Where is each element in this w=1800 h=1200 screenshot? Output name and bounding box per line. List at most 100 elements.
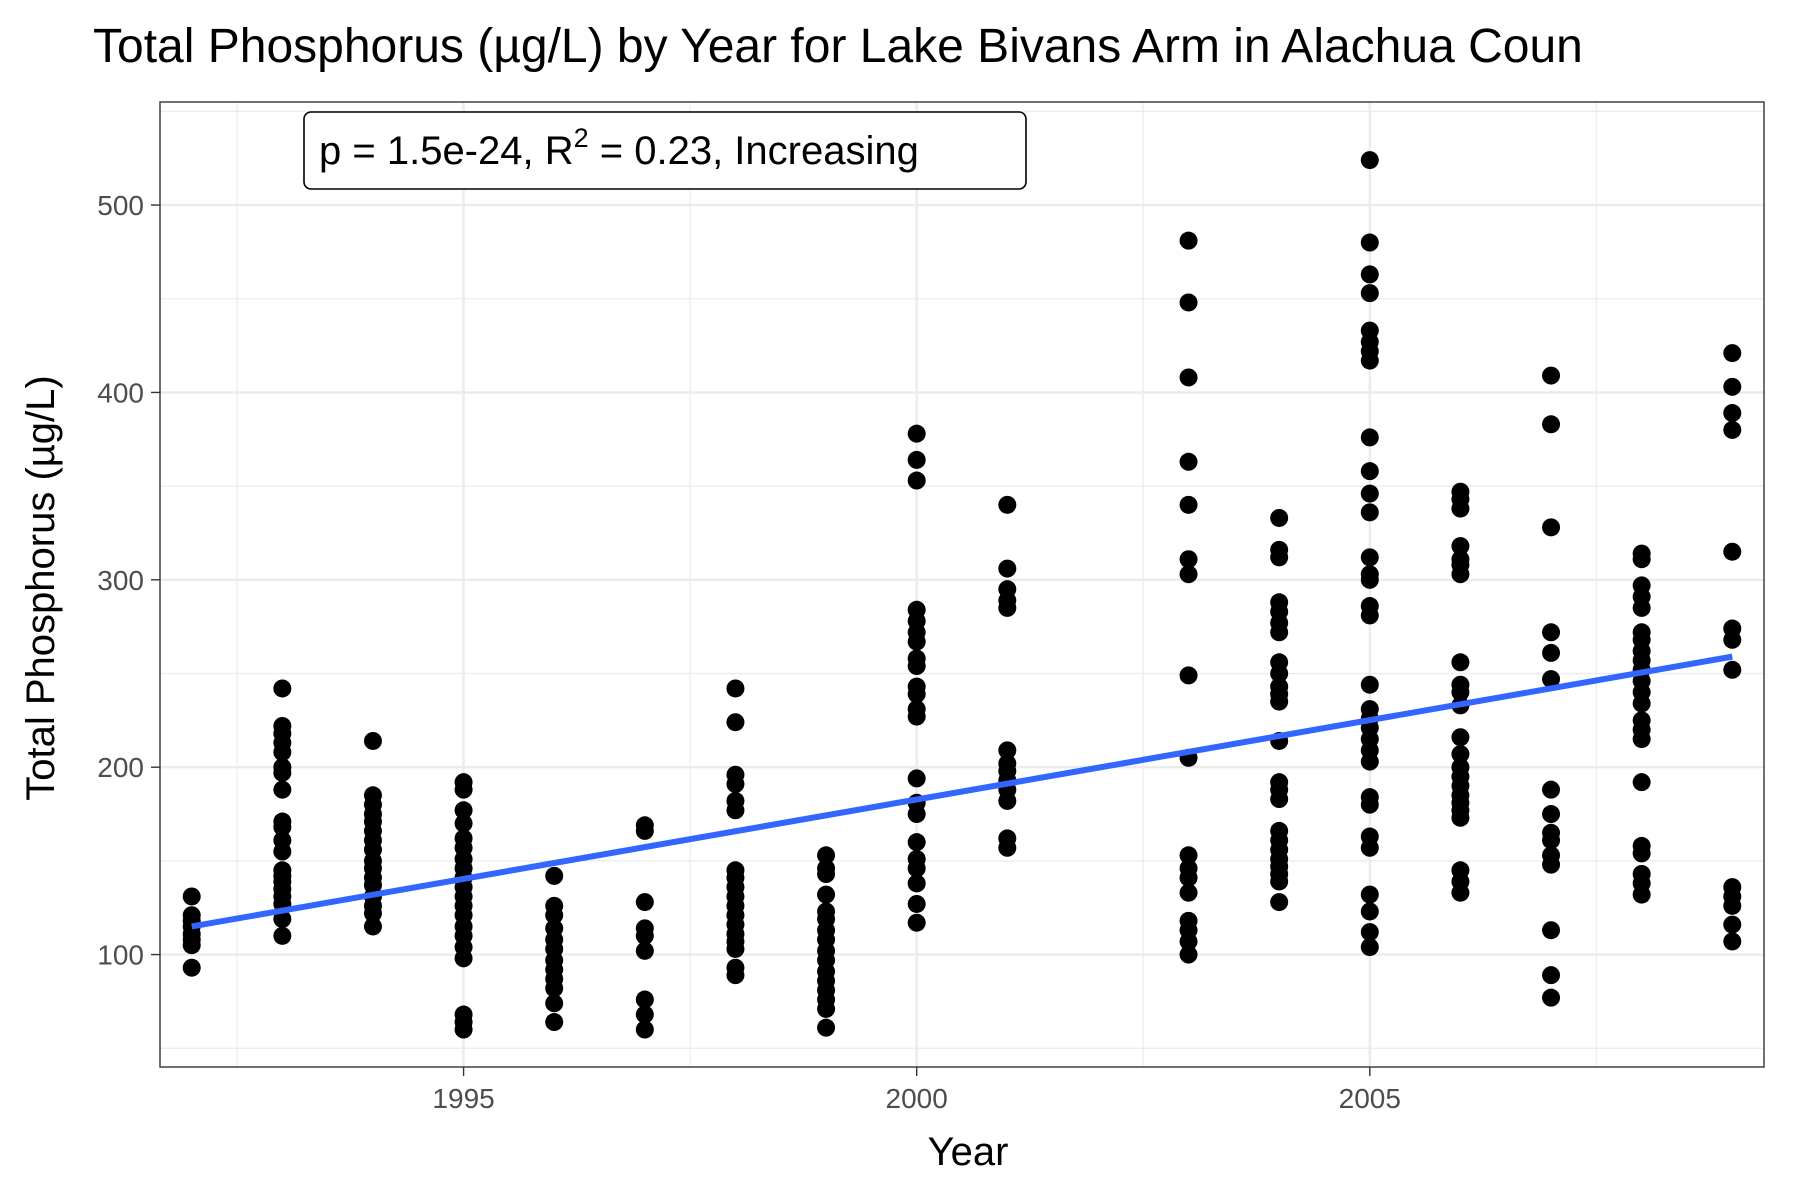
x-tick-label: 2000 (886, 1083, 948, 1114)
data-point (907, 657, 926, 676)
data-point (1360, 351, 1379, 370)
y-tick-label: 300 (97, 565, 144, 596)
data-point (273, 842, 292, 861)
data-point (635, 990, 654, 1009)
data-point (1179, 868, 1198, 887)
data-point (635, 893, 654, 912)
data-point (1542, 921, 1561, 940)
data-point (454, 949, 473, 968)
data-point (1360, 151, 1379, 170)
data-point (454, 801, 473, 820)
data-point (1270, 623, 1289, 642)
data-point (545, 866, 564, 885)
y-tick-label: 200 (97, 752, 144, 783)
data-point (635, 941, 654, 960)
data-point (1723, 660, 1742, 679)
data-point (907, 805, 926, 824)
data-point (998, 598, 1017, 617)
data-point (273, 743, 292, 762)
data-point (1179, 231, 1198, 250)
data-point (1360, 265, 1379, 284)
data-point (1360, 795, 1379, 814)
data-point (635, 926, 654, 945)
data-point (545, 906, 564, 925)
data-point (998, 741, 1017, 760)
data-point (1632, 773, 1651, 792)
data-point (1542, 366, 1561, 385)
data-point (1542, 780, 1561, 799)
data-point (1270, 692, 1289, 711)
data-point (998, 495, 1017, 514)
data-point (1270, 872, 1289, 891)
data-point (454, 780, 473, 799)
data-point (998, 559, 1017, 578)
data-point (1360, 484, 1379, 503)
data-point (635, 821, 654, 840)
data-point (1542, 643, 1561, 662)
data-point (1360, 838, 1379, 857)
data-point (454, 814, 473, 833)
data-point (1360, 923, 1379, 942)
data-point (1542, 988, 1561, 1007)
data-point (1360, 885, 1379, 904)
data-point (817, 885, 836, 904)
data-point (1451, 683, 1470, 702)
data-point (1723, 932, 1742, 951)
data-point (998, 791, 1017, 810)
data-point (1632, 598, 1651, 617)
data-point (1179, 666, 1198, 685)
data-point (1451, 728, 1470, 747)
data-point (1360, 284, 1379, 303)
data-point (1360, 503, 1379, 522)
data-point (1179, 565, 1198, 584)
data-point (182, 958, 201, 977)
data-point (363, 731, 382, 750)
data-point (1179, 368, 1198, 387)
data-point (1451, 745, 1470, 764)
data-point (726, 801, 745, 820)
data-point (1179, 883, 1198, 902)
data-point (907, 471, 926, 490)
data-point (1723, 404, 1742, 423)
data-point (635, 1020, 654, 1039)
data-point (1632, 844, 1651, 863)
data-point (1270, 893, 1289, 912)
data-point (1542, 831, 1561, 850)
y-tick-label: 400 (97, 377, 144, 408)
data-point (1451, 565, 1470, 584)
data-point (1179, 550, 1198, 569)
data-point (1632, 694, 1651, 713)
data-point (1632, 885, 1651, 904)
data-point (726, 939, 745, 958)
data-point (182, 887, 201, 906)
data-point (1723, 420, 1742, 439)
x-axis-title: Year (928, 1130, 1009, 1174)
data-point (907, 894, 926, 913)
data-point (1360, 752, 1379, 771)
data-point (907, 685, 926, 704)
data-point (545, 979, 564, 998)
data-point (1360, 428, 1379, 447)
data-point (1632, 550, 1651, 569)
data-point (1451, 653, 1470, 672)
annotation-box: p = 1.5e-24, R2 = 0.23, Increasing (303, 111, 1027, 190)
data-point (817, 999, 836, 1018)
data-point (817, 865, 836, 883)
data-point (907, 833, 926, 852)
data-point (1542, 670, 1561, 689)
data-point (907, 913, 926, 932)
data-point (726, 775, 745, 794)
data-point (726, 713, 745, 732)
data-point (1179, 932, 1198, 951)
data-point (1542, 805, 1561, 824)
data-point (907, 450, 926, 469)
data-point (1179, 452, 1198, 471)
data-point (1360, 938, 1379, 957)
data-point (1723, 896, 1742, 915)
data-point (907, 424, 926, 443)
y-axis: 100 200 300 400 500 (97, 190, 160, 971)
data-point (1179, 495, 1198, 514)
data-point (1451, 537, 1470, 556)
data-point (726, 966, 745, 985)
